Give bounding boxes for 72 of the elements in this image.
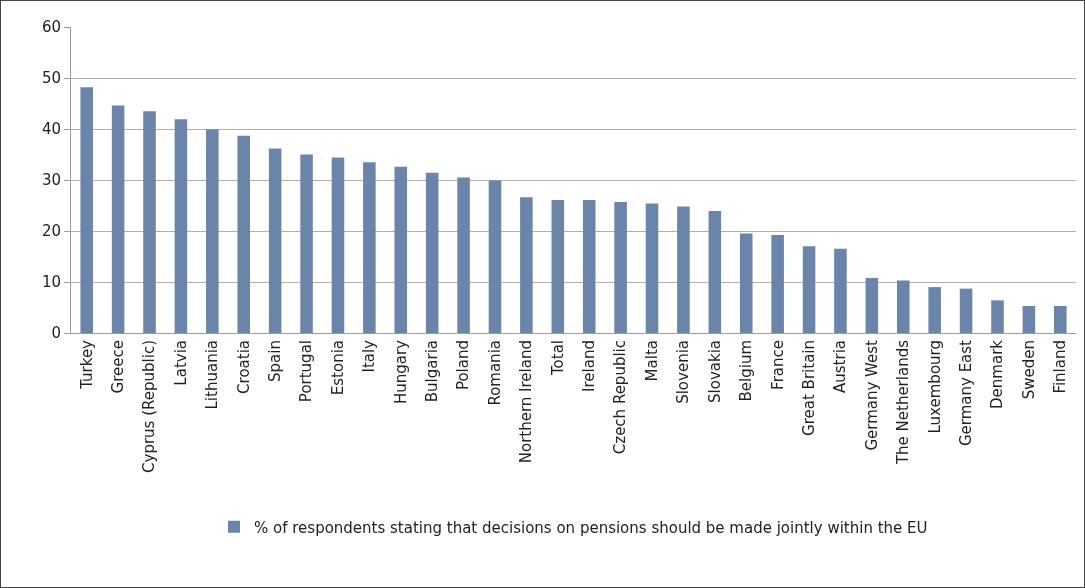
x-tick-label: Germany West bbox=[862, 339, 881, 451]
bar bbox=[143, 111, 156, 333]
bar bbox=[425, 172, 439, 333]
y-tick-label: 10 bbox=[41, 273, 61, 292]
y-tick-label: 20 bbox=[41, 222, 61, 241]
y-tick-label: 30 bbox=[41, 171, 61, 190]
x-tick-label: Estonia bbox=[328, 340, 347, 396]
bar bbox=[488, 180, 502, 333]
bar bbox=[111, 105, 125, 333]
y-tick-label: 60 bbox=[41, 18, 61, 37]
x-tick-label: Spain bbox=[266, 340, 285, 382]
x-tick-label: Total bbox=[548, 340, 567, 377]
x-tick-label: France bbox=[768, 340, 787, 390]
y-tick-label: 50 bbox=[41, 69, 61, 88]
legend-label: % of respondents stating that decisions on pensions should be made jointly within the EU bbox=[254, 518, 928, 537]
bar bbox=[331, 157, 345, 333]
bar bbox=[802, 246, 816, 333]
bar bbox=[394, 166, 408, 333]
bar bbox=[614, 201, 627, 333]
bar bbox=[959, 288, 973, 333]
bar bbox=[457, 177, 470, 333]
x-tick-label: Czech Republic bbox=[611, 340, 630, 455]
x-tick-label: Finland bbox=[1051, 340, 1070, 394]
x-tick-label: Germany East bbox=[956, 339, 975, 447]
bar bbox=[991, 300, 1004, 333]
bar bbox=[896, 280, 910, 333]
x-tick-label: Cyprus (Republic) bbox=[140, 340, 159, 473]
x-tick-label: Slovakia bbox=[705, 340, 724, 403]
x-tick-label: Slovenia bbox=[674, 340, 693, 404]
bar bbox=[300, 154, 313, 333]
bar bbox=[520, 197, 533, 333]
y-tick-label: 40 bbox=[41, 120, 61, 139]
x-tick-label: The Netherlands bbox=[894, 339, 913, 466]
bar bbox=[363, 162, 376, 333]
x-tick-label: Northern Ireland bbox=[517, 340, 536, 464]
x-tick-label: Ireland bbox=[580, 340, 599, 392]
x-tick-label: Croatia bbox=[234, 340, 253, 394]
bar bbox=[739, 233, 753, 333]
bar bbox=[206, 129, 219, 333]
bar bbox=[1054, 305, 1067, 333]
bar bbox=[551, 199, 565, 333]
x-tick-label: Romania bbox=[485, 340, 504, 406]
bar bbox=[582, 199, 596, 333]
bar bbox=[174, 119, 188, 333]
x-tick-label: Belgium bbox=[737, 340, 756, 402]
x-tick-label: Italy bbox=[360, 339, 379, 373]
x-tick-label: Turkey bbox=[77, 339, 96, 390]
x-tick-label: Lithuania bbox=[203, 340, 222, 410]
x-tick-label: Sweden bbox=[1019, 340, 1038, 400]
x-tick-label: Great Britain bbox=[799, 340, 818, 436]
x-tick-label: Portugal bbox=[297, 340, 316, 403]
bar bbox=[1022, 305, 1036, 333]
x-tick-label: Malta bbox=[642, 340, 661, 382]
x-tick-label: Austria bbox=[831, 340, 850, 393]
bar bbox=[80, 87, 93, 333]
bar bbox=[865, 277, 879, 333]
x-tick-label: Hungary bbox=[391, 339, 410, 405]
x-tick-label: Bulgaria bbox=[423, 340, 442, 403]
bar bbox=[677, 206, 690, 333]
bar bbox=[237, 135, 251, 333]
x-tick-label: Latvia bbox=[171, 340, 190, 386]
x-tick-label: Greece bbox=[108, 340, 127, 394]
y-tick-label: 0 bbox=[51, 324, 61, 343]
bar bbox=[834, 248, 847, 333]
bar bbox=[771, 235, 784, 333]
x-tick-label: Poland bbox=[454, 340, 473, 391]
bar bbox=[268, 148, 282, 333]
x-tick-label: Luxembourg bbox=[925, 340, 944, 434]
bar bbox=[708, 211, 722, 333]
bar bbox=[645, 203, 659, 333]
bar bbox=[928, 287, 941, 333]
x-tick-label: Denmark bbox=[988, 339, 1007, 409]
